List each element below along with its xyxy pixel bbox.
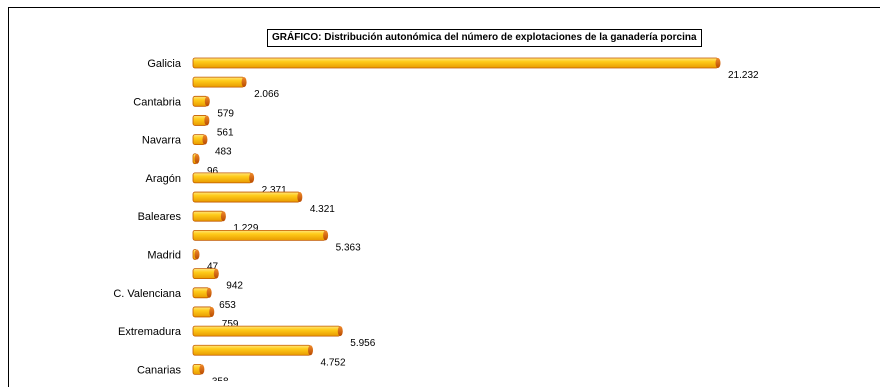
category-label: Navarra — [142, 135, 182, 147]
bar-value-label: 942 — [226, 281, 243, 292]
bar-end-cap — [715, 58, 721, 68]
category-label: C. Valenciana — [113, 288, 182, 300]
bar-4 — [192, 134, 208, 146]
bar-end-cap — [194, 249, 200, 260]
bar-end-cap — [308, 345, 314, 356]
chart-title: GRÁFICO: Distribución autonómica del núm… — [267, 29, 702, 47]
bar-value-label: 483 — [215, 147, 232, 158]
category-label: Galicia — [147, 58, 182, 70]
category-label: Extremadura — [118, 326, 182, 338]
bar-value-label: 358 — [212, 376, 229, 381]
bar-body — [192, 191, 301, 203]
bar-body — [192, 229, 327, 241]
bar-end-cap — [323, 230, 329, 241]
bar-5 — [192, 153, 200, 165]
bar-end-cap — [206, 287, 212, 298]
bar-12 — [192, 287, 212, 299]
bar-value-label: 2.371 — [262, 185, 287, 196]
bar-16 — [192, 363, 205, 375]
bar-body — [192, 57, 719, 69]
bar-14 — [192, 325, 343, 337]
bar-body — [192, 306, 213, 318]
bar-end-cap — [220, 211, 226, 222]
bar-11 — [192, 268, 219, 280]
bar-body — [192, 210, 224, 222]
bar-value-label: 5.956 — [350, 338, 375, 349]
bar-value-label: 653 — [219, 300, 236, 311]
bar-9 — [192, 229, 329, 241]
bar-end-cap — [241, 77, 247, 88]
bar-value-label: 5.363 — [336, 242, 361, 253]
bar-end-cap — [297, 192, 303, 203]
bar-6 — [192, 172, 255, 184]
bar-end-cap — [199, 364, 205, 375]
bar-10 — [192, 249, 200, 260]
bar-15 — [192, 344, 314, 356]
category-label: Cantabria — [133, 96, 182, 108]
bar-value-label: 4.321 — [310, 204, 335, 215]
bar-end-cap — [202, 134, 208, 145]
bar-value-label: 561 — [217, 127, 234, 138]
bar-body — [192, 172, 253, 184]
bar-body — [192, 76, 245, 88]
category-label: Aragón — [146, 173, 181, 185]
bar-end-cap — [194, 153, 200, 164]
category-label: Canarias — [137, 364, 182, 376]
chart-frame — [8, 7, 880, 387]
bar-end-cap — [249, 172, 255, 183]
category-label: Baleares — [138, 211, 182, 223]
bar-3 — [192, 115, 210, 126]
bar-13 — [192, 306, 215, 318]
bar-end-cap — [204, 96, 210, 107]
bar-value-label: 4.752 — [321, 357, 346, 368]
bar-value-label: 1.229 — [233, 223, 258, 234]
bar-body — [192, 268, 217, 280]
bar-value-label: 2.066 — [254, 89, 279, 100]
bar-end-cap — [209, 306, 215, 317]
bar-value-label: 579 — [217, 108, 234, 119]
bar-8 — [192, 210, 226, 222]
category-label: Madrid — [147, 250, 181, 262]
bar-7 — [192, 191, 303, 203]
bar-2 — [192, 95, 210, 107]
bar-end-cap — [337, 326, 343, 337]
bar-end-cap — [213, 268, 219, 279]
bar-body — [192, 325, 341, 337]
bar-end-cap — [204, 115, 210, 126]
bar-value-label: 47 — [207, 262, 219, 273]
bar-value-label: 21.232 — [728, 70, 759, 81]
bar-value-label: 96 — [207, 166, 219, 177]
bar-body — [192, 344, 311, 356]
bar-value-label: 759 — [222, 319, 239, 330]
bar-0 — [192, 57, 721, 69]
bar-1 — [192, 76, 247, 88]
